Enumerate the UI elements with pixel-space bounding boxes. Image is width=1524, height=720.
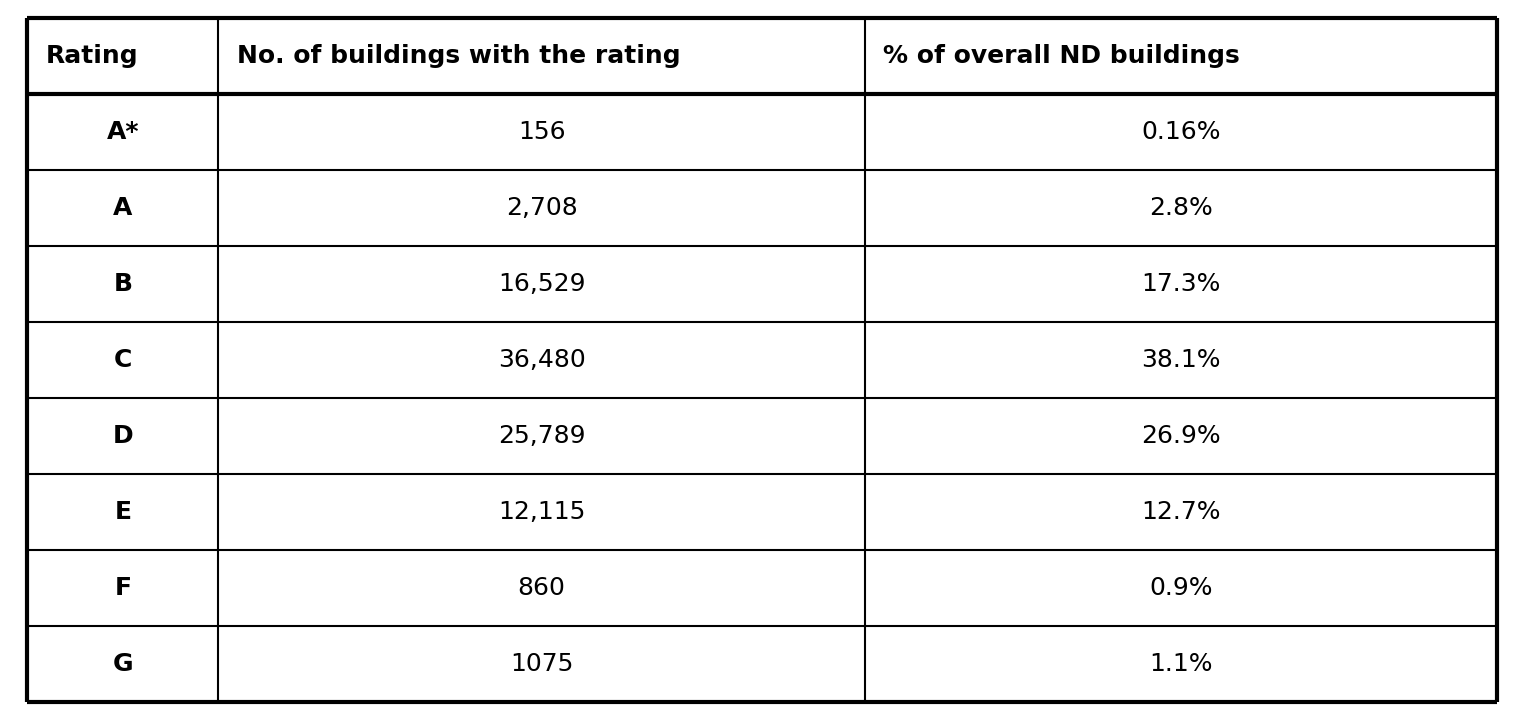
Text: No. of buildings with the rating: No. of buildings with the rating <box>236 44 680 68</box>
Text: A*: A* <box>107 120 139 144</box>
Text: C: C <box>114 348 133 372</box>
Text: 38.1%: 38.1% <box>1141 348 1221 372</box>
Text: 1075: 1075 <box>511 652 573 676</box>
Text: 12.7%: 12.7% <box>1141 500 1221 524</box>
Text: 2.8%: 2.8% <box>1149 196 1213 220</box>
Text: D: D <box>113 424 133 448</box>
Text: Rating: Rating <box>46 44 139 68</box>
Text: % of overall ND buildings: % of overall ND buildings <box>882 44 1241 68</box>
Text: 0.9%: 0.9% <box>1149 576 1213 600</box>
Text: G: G <box>113 652 133 676</box>
Text: 26.9%: 26.9% <box>1141 424 1221 448</box>
Text: 860: 860 <box>518 576 565 600</box>
Text: F: F <box>114 576 131 600</box>
Text: 36,480: 36,480 <box>498 348 585 372</box>
Text: E: E <box>114 500 131 524</box>
Text: 156: 156 <box>518 120 565 144</box>
Text: 1.1%: 1.1% <box>1149 652 1213 676</box>
Text: 16,529: 16,529 <box>498 272 585 296</box>
Text: 0.16%: 0.16% <box>1141 120 1221 144</box>
Text: 25,789: 25,789 <box>498 424 585 448</box>
Text: 2,708: 2,708 <box>506 196 578 220</box>
Text: B: B <box>113 272 133 296</box>
Text: A: A <box>113 196 133 220</box>
Text: 17.3%: 17.3% <box>1141 272 1221 296</box>
Text: 12,115: 12,115 <box>498 500 585 524</box>
